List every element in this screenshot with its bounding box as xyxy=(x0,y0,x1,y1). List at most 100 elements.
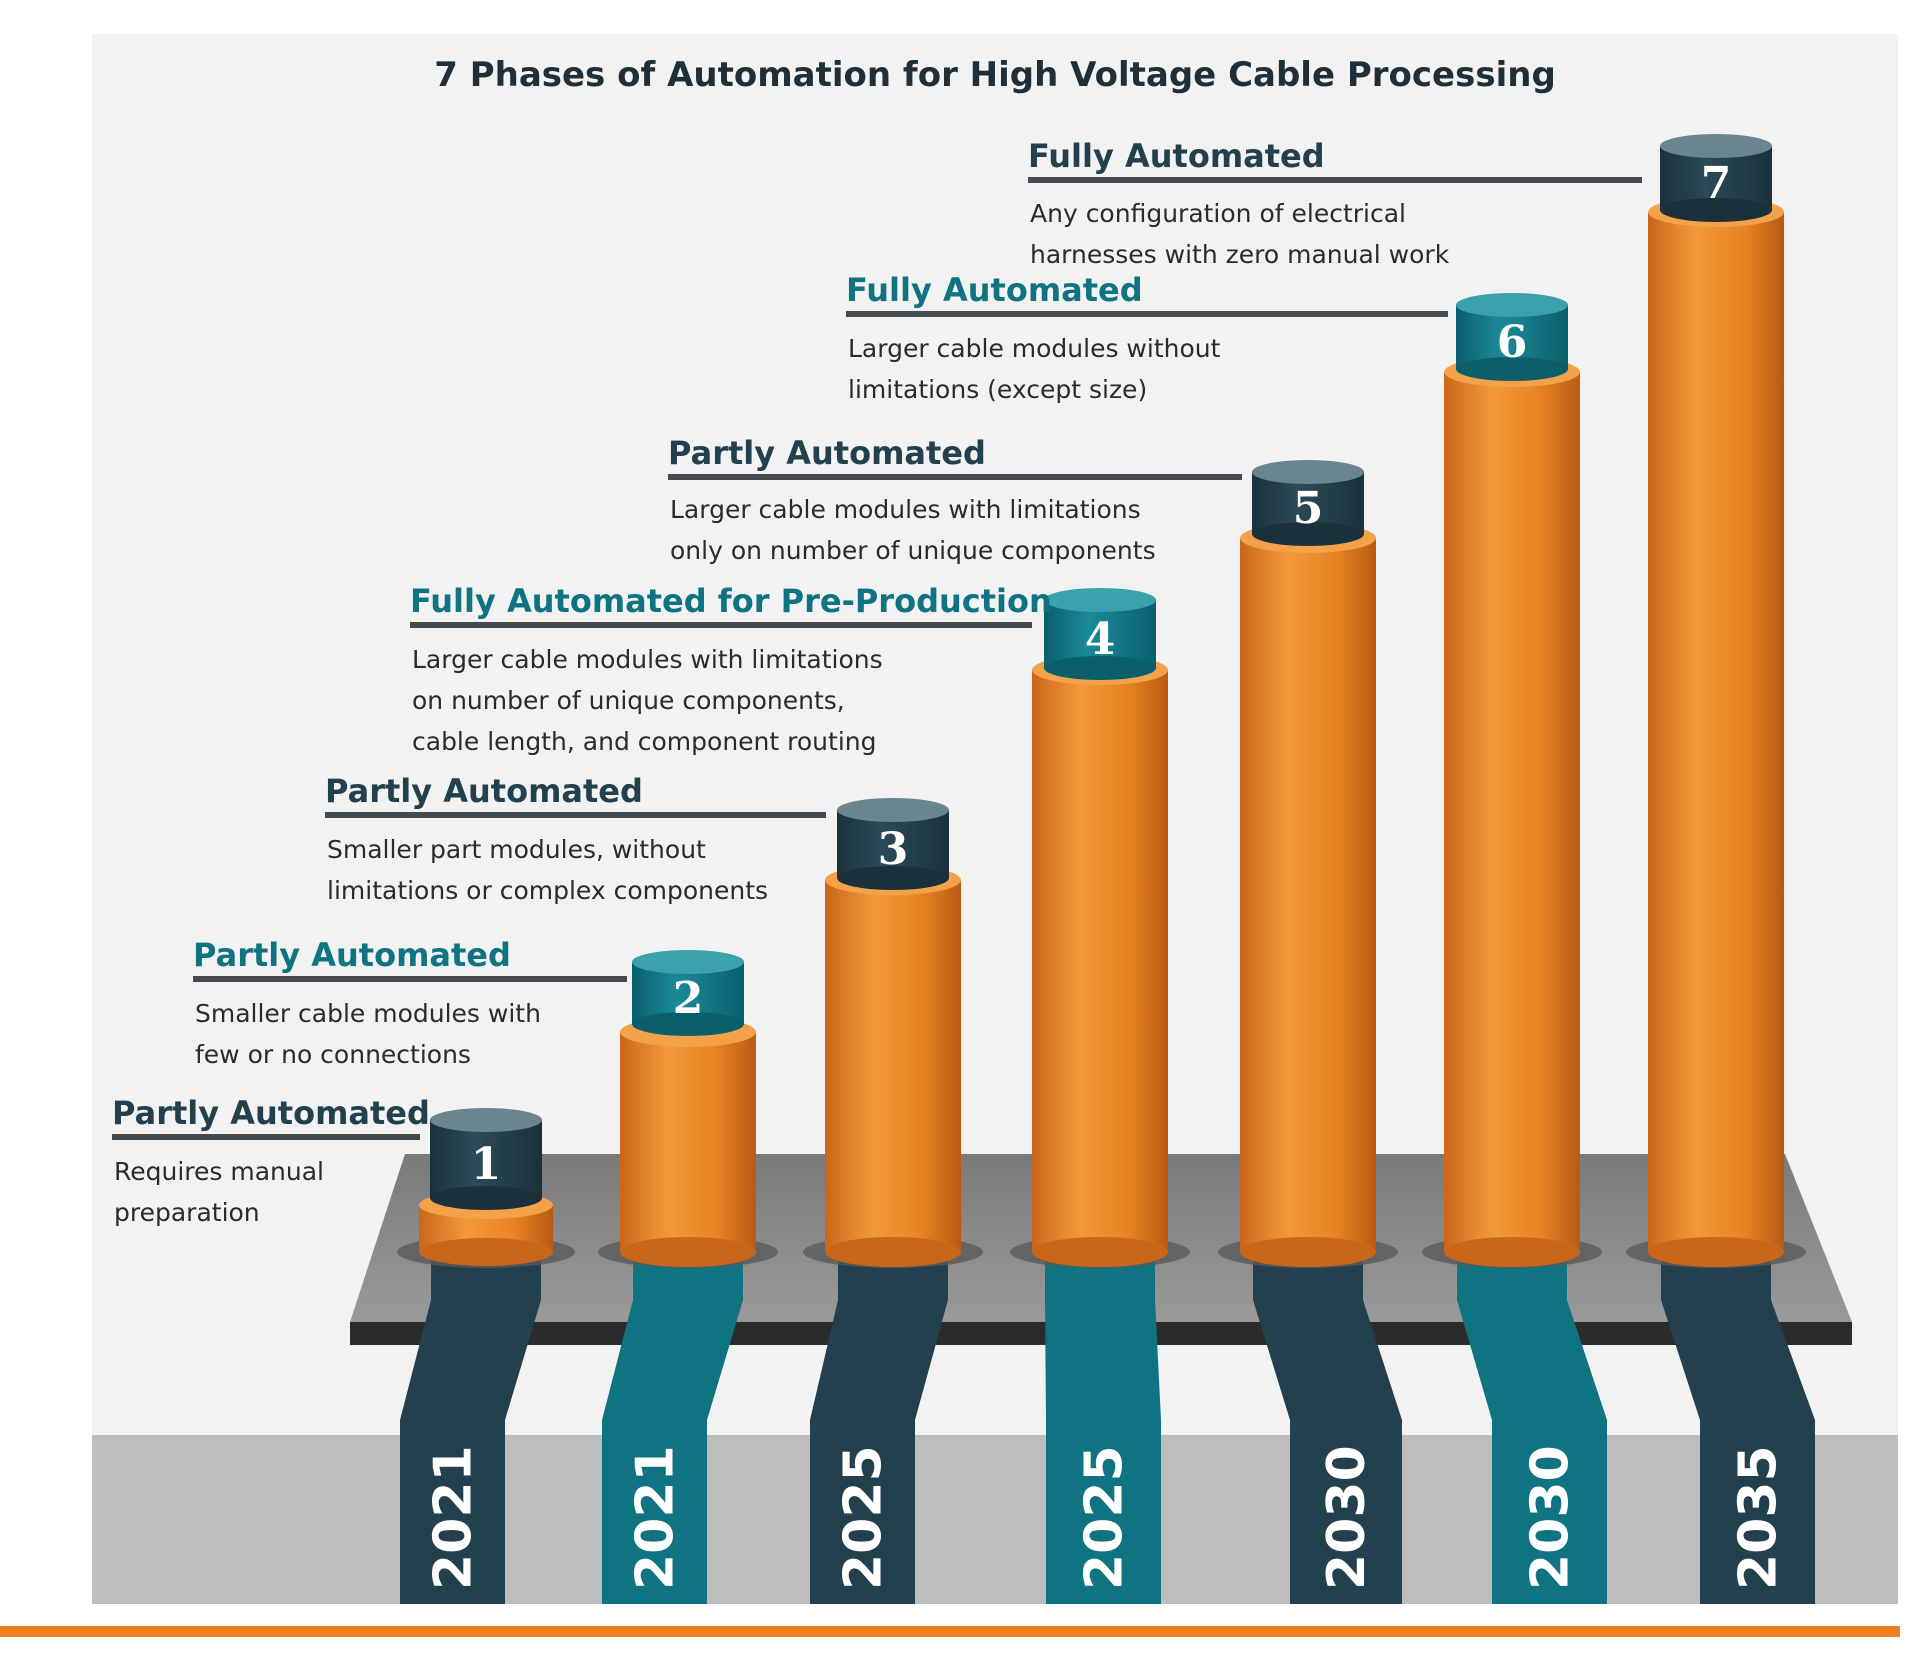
phase-number-3: 3 xyxy=(878,824,909,875)
phase-description-line: Larger cable modules with limitations xyxy=(412,645,883,674)
phase-label-5: Partly Automated Larger cable modules wit… xyxy=(668,434,1242,565)
year-label-1: 2021 xyxy=(424,1445,484,1590)
year-ribbon-7 xyxy=(1661,1252,1815,1604)
phase-labels: Partly Automated Requires manual preparati… xyxy=(112,137,1642,1227)
cylinder-body-4 xyxy=(1032,670,1168,1252)
phase-description-line: Any configuration of electrical xyxy=(1030,199,1406,228)
phase-underline-5 xyxy=(668,474,1242,480)
phase-description-line: limitations (except size) xyxy=(848,375,1147,404)
year-label-5: 2030 xyxy=(1317,1445,1377,1590)
cylinder-4: 4 xyxy=(1032,588,1168,1267)
cap-bottom-5 xyxy=(1252,522,1364,546)
cylinder-base-6 xyxy=(1444,1237,1580,1267)
year-ribbon-6 xyxy=(1457,1252,1607,1604)
year-ribbon-2 xyxy=(602,1252,743,1604)
cap-top-7 xyxy=(1660,134,1772,158)
phase-heading-3: Partly Automated xyxy=(325,772,643,810)
phase-underline-6 xyxy=(846,311,1448,317)
year-band xyxy=(92,1435,1898,1604)
cap-bottom-4 xyxy=(1044,656,1156,680)
year-label-2: 2021 xyxy=(626,1445,686,1590)
phase-description-line: Requires manual xyxy=(114,1157,324,1186)
year-ribbons: 2021 2021 2025 2025 2030 2030 2035 xyxy=(400,1252,1815,1604)
phase-underline-1 xyxy=(112,1134,420,1140)
cylinder-7: 7 xyxy=(1648,134,1784,1267)
phase-description-line: only on number of unique components xyxy=(670,536,1156,565)
cap-bottom-2 xyxy=(632,1012,744,1036)
cap-top-1 xyxy=(430,1108,542,1132)
phase-number-2: 2 xyxy=(673,973,704,1024)
cap-bottom-3 xyxy=(837,866,949,890)
cylinder-3: 3 xyxy=(825,798,961,1267)
cylinder-base-4 xyxy=(1032,1237,1168,1267)
year-label-7: 2035 xyxy=(1729,1445,1789,1590)
phase-number-7: 7 xyxy=(1701,158,1732,209)
cylinder-2: 2 xyxy=(620,950,756,1267)
cylinder-base-7 xyxy=(1648,1237,1784,1267)
cap-top-2 xyxy=(632,950,744,974)
phase-description-line: Smaller cable modules with xyxy=(195,999,541,1028)
phase-number-5: 5 xyxy=(1293,483,1324,534)
background-panel xyxy=(92,34,1898,1604)
year-label-4: 2025 xyxy=(1075,1445,1135,1590)
cylinder-body-6 xyxy=(1444,372,1580,1252)
year-label-6: 2030 xyxy=(1521,1445,1581,1590)
phase-number-6: 6 xyxy=(1497,317,1528,368)
phase-underline-3 xyxy=(325,812,826,818)
cap-body-1 xyxy=(430,1120,542,1198)
phase-description-line: few or no connections xyxy=(195,1040,471,1069)
phase-underline-7 xyxy=(1028,177,1642,183)
phase-heading-1: Partly Automated xyxy=(112,1094,430,1132)
year-ribbon-1 xyxy=(400,1252,541,1604)
phase-label-1: Partly Automated Requires manual preparati… xyxy=(112,1094,430,1227)
phase-description-line: Larger cable modules with limitations xyxy=(670,495,1141,524)
phase-number-4: 4 xyxy=(1085,614,1116,665)
phase-heading-2: Partly Automated xyxy=(193,936,511,974)
phase-label-3: Partly Automated Smaller part modules, wi… xyxy=(325,772,826,905)
year-ribbon-4 xyxy=(1045,1252,1161,1604)
phase-description-line: harnesses with zero manual work xyxy=(1030,240,1450,269)
phase-label-2: Partly Automated Smaller cable modules wi… xyxy=(193,936,627,1069)
phase-heading-5: Partly Automated xyxy=(668,434,986,472)
cylinder-base-3 xyxy=(825,1237,961,1267)
cylinder-body-2 xyxy=(620,1032,756,1252)
phase-underline-4 xyxy=(410,622,1032,628)
phase-description-line: cable length, and component routing xyxy=(412,727,876,756)
cylinder-5: 5 xyxy=(1240,460,1376,1267)
bottom-accent-line xyxy=(0,1626,1900,1637)
phase-heading-6: Fully Automated xyxy=(846,271,1143,309)
year-ribbon-3 xyxy=(810,1252,948,1604)
year-ribbon-5 xyxy=(1253,1252,1402,1604)
phase-description-line: limitations or complex components xyxy=(327,876,768,905)
phase-underline-2 xyxy=(193,976,627,982)
cylinder-base-5 xyxy=(1240,1237,1376,1267)
cap-top-4 xyxy=(1044,588,1156,612)
phase-heading-4: Fully Automated for Pre-Production xyxy=(410,582,1052,620)
phase-label-7: Fully Automated Any configuration of elec… xyxy=(1028,137,1642,269)
phase-description-line: Smaller part modules, without xyxy=(327,835,706,864)
cap-bottom-6 xyxy=(1456,357,1568,381)
cap-top-5 xyxy=(1252,460,1364,484)
cylinder-base-1 xyxy=(419,1238,553,1266)
cap-bottom-1 xyxy=(430,1186,542,1210)
phase-label-6: Fully Automated Larger cable modules with… xyxy=(846,271,1448,404)
cylinders: 1 2 3 4 5 6 7 xyxy=(419,134,1784,1267)
cylinder-base-2 xyxy=(620,1237,756,1267)
phase-description-line: Larger cable modules without xyxy=(848,334,1221,363)
cylinder-6: 6 xyxy=(1444,293,1580,1267)
cylinder-1: 1 xyxy=(419,1108,553,1266)
cap-top-3 xyxy=(837,798,949,822)
cap-bottom-7 xyxy=(1660,198,1772,222)
phase-number-1: 1 xyxy=(471,1139,502,1190)
year-label-3: 2025 xyxy=(834,1445,894,1590)
page-title: 7 Phases of Automation for High Voltage … xyxy=(434,55,1556,95)
cap-top-6 xyxy=(1456,293,1568,317)
cylinder-body-7 xyxy=(1648,212,1784,1252)
phase-description-line: on number of unique components, xyxy=(412,686,845,715)
phase-label-4: Fully Automated for Pre-Production Larger… xyxy=(410,582,1052,756)
phase-heading-7: Fully Automated xyxy=(1028,137,1325,175)
cylinder-body-5 xyxy=(1240,538,1376,1252)
cylinder-body-3 xyxy=(825,880,961,1252)
phase-description-line: preparation xyxy=(114,1198,260,1227)
